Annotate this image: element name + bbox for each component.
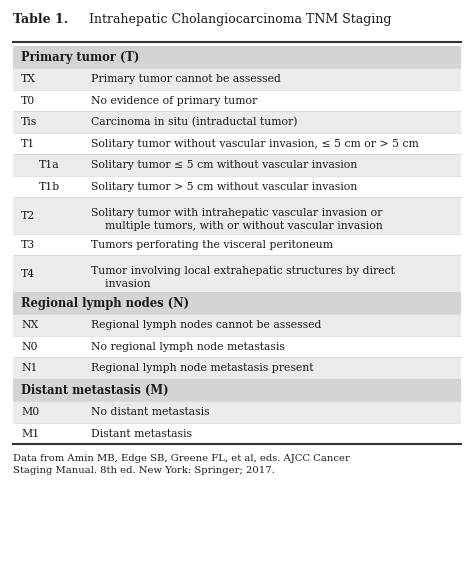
Text: T2: T2 [21, 211, 35, 221]
Text: NX: NX [21, 320, 38, 330]
Bar [13, 133, 461, 155]
Bar [13, 46, 461, 68]
Bar [13, 68, 461, 90]
Text: Regional lymph node metastasis present: Regional lymph node metastasis present [91, 363, 313, 373]
Text: T1: T1 [21, 139, 35, 149]
Bar [13, 336, 461, 358]
Text: Distant metastasis (M): Distant metastasis (M) [21, 384, 169, 397]
Text: Distant metastasis: Distant metastasis [91, 429, 192, 439]
Bar [13, 90, 461, 112]
Text: Solitary tumor > 5 cm without vascular invasion: Solitary tumor > 5 cm without vascular i… [91, 182, 357, 192]
Text: Regional lymph nodes (N): Regional lymph nodes (N) [21, 297, 189, 310]
Bar [13, 423, 461, 444]
Bar [13, 358, 461, 379]
Text: Data from Amin MB, Edge SB, Greene FL, et al, eds. AJCC Cancer
Staging Manual. 8: Data from Amin MB, Edge SB, Greene FL, e… [13, 454, 350, 475]
Text: N1: N1 [21, 363, 37, 373]
Text: TX: TX [21, 74, 36, 84]
Text: T1a: T1a [39, 160, 60, 170]
Bar [13, 155, 461, 176]
Text: M0: M0 [21, 408, 39, 417]
Bar [13, 401, 461, 423]
Text: Tumors perforating the visceral peritoneum: Tumors perforating the visceral peritone… [91, 240, 333, 250]
Text: T3: T3 [21, 240, 35, 250]
Text: Solitary tumor ≤ 5 cm without vascular invasion: Solitary tumor ≤ 5 cm without vascular i… [91, 160, 357, 170]
Text: No distant metastasis: No distant metastasis [91, 408, 210, 417]
Text: Tis: Tis [21, 117, 37, 127]
Text: Regional lymph nodes cannot be assessed: Regional lymph nodes cannot be assessed [91, 320, 321, 330]
Bar [13, 379, 461, 401]
Bar [13, 315, 461, 336]
Text: Solitary tumor without vascular invasion, ≤ 5 cm or > 5 cm: Solitary tumor without vascular invasion… [91, 139, 419, 149]
Bar [13, 234, 461, 255]
Text: Primary tumor cannot be assessed: Primary tumor cannot be assessed [91, 74, 281, 84]
Text: Tumor involving local extrahepatic structures by direct
    invasion: Tumor involving local extrahepatic struc… [91, 265, 395, 289]
Bar [13, 255, 461, 292]
Text: Table 1.: Table 1. [13, 13, 68, 26]
Bar [13, 198, 461, 234]
Text: Solitary tumor with intrahepatic vascular invasion or
    multiple tumors, with : Solitary tumor with intrahepatic vascula… [91, 208, 383, 231]
Text: No evidence of primary tumor: No evidence of primary tumor [91, 96, 257, 106]
Text: N0: N0 [21, 342, 37, 351]
Text: Primary tumor (T): Primary tumor (T) [21, 51, 139, 64]
Text: No regional lymph node metastasis: No regional lymph node metastasis [91, 342, 285, 351]
Text: T0: T0 [21, 96, 35, 106]
Text: T1b: T1b [39, 182, 60, 192]
Text: Carcinoma in situ (intraductal tumor): Carcinoma in situ (intraductal tumor) [91, 117, 298, 127]
Bar [13, 112, 461, 133]
Text: Intrahepatic Cholangiocarcinoma TNM Staging: Intrahepatic Cholangiocarcinoma TNM Stag… [85, 13, 392, 26]
Text: T4: T4 [21, 269, 35, 278]
Bar [13, 176, 461, 198]
Text: M1: M1 [21, 429, 39, 439]
Bar [13, 292, 461, 315]
